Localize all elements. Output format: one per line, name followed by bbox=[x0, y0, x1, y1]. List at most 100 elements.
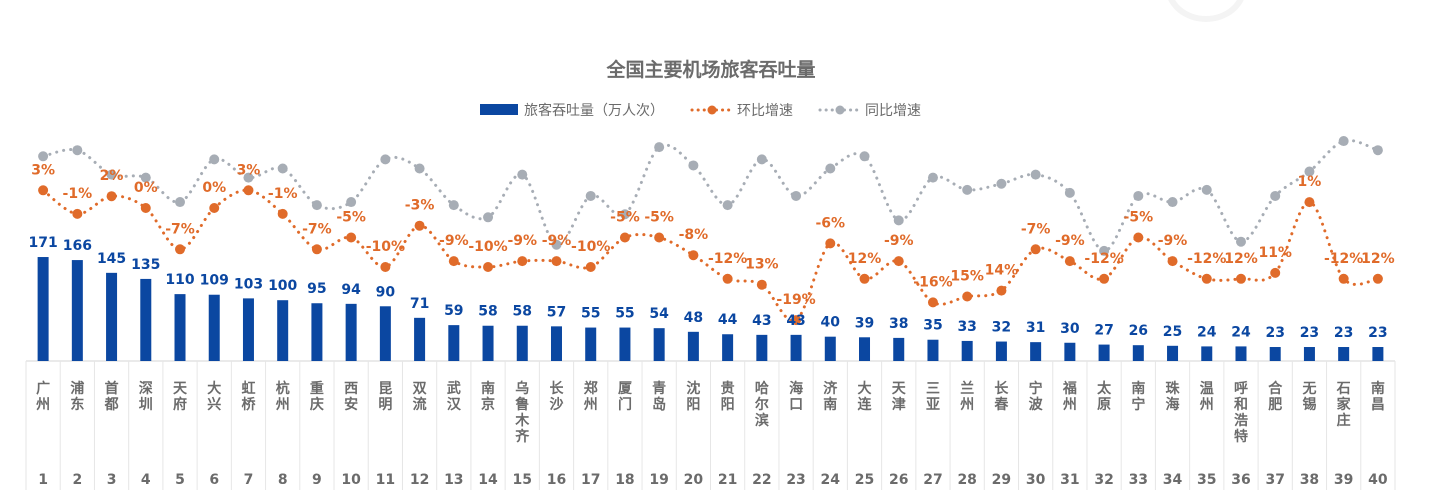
bar-value-label: 55 bbox=[615, 306, 634, 322]
mom-value-label: -12% bbox=[1187, 251, 1226, 267]
rank-label: 5 bbox=[175, 472, 185, 488]
mom-point bbox=[209, 203, 220, 213]
category-label: 天府 bbox=[173, 381, 188, 413]
rank-label: 34 bbox=[1163, 472, 1183, 488]
bar bbox=[1269, 347, 1281, 361]
category-label: 乌鲁木齐 bbox=[514, 380, 530, 445]
bar bbox=[1098, 344, 1110, 361]
yoy-point bbox=[756, 154, 767, 165]
rank-label: 36 bbox=[1231, 472, 1250, 488]
yoy-point bbox=[1235, 236, 1246, 247]
bar bbox=[1132, 345, 1144, 361]
mom-point bbox=[140, 203, 151, 213]
bar bbox=[859, 337, 871, 361]
mom-point bbox=[927, 297, 938, 308]
bar-value-label: 33 bbox=[957, 319, 976, 335]
mom-value-label: -5% bbox=[644, 210, 674, 226]
mom-point bbox=[825, 238, 836, 249]
yoy-point bbox=[414, 163, 425, 174]
yoy-point bbox=[1201, 184, 1212, 195]
mom-point bbox=[551, 256, 562, 267]
mom-point bbox=[38, 185, 49, 196]
bar bbox=[379, 306, 391, 361]
rank-label: 9 bbox=[312, 472, 322, 488]
mom-point bbox=[1304, 197, 1315, 208]
category-label: 浦东 bbox=[70, 380, 84, 413]
bar bbox=[1235, 346, 1247, 361]
yoy-point bbox=[1099, 245, 1110, 256]
bar bbox=[37, 257, 49, 361]
mom-value-label: 1% bbox=[1298, 174, 1322, 190]
mom-point bbox=[517, 256, 528, 267]
mom-point bbox=[619, 232, 630, 243]
mom-value-label: -8% bbox=[679, 227, 709, 243]
rank-label: 39 bbox=[1334, 472, 1353, 488]
rank-label: 11 bbox=[376, 472, 395, 488]
mom-point bbox=[175, 244, 186, 255]
category-label: 大连 bbox=[858, 380, 873, 413]
yoy-point bbox=[38, 151, 49, 162]
bar bbox=[550, 326, 562, 361]
mom-value-label: 12% bbox=[1361, 251, 1395, 267]
mom-value-label: 14% bbox=[985, 263, 1019, 279]
category-label: 虹桥 bbox=[241, 381, 256, 413]
yoy-point bbox=[654, 142, 665, 153]
yoy-point bbox=[277, 163, 288, 174]
bar-value-label: 38 bbox=[889, 316, 908, 332]
mom-value-label: -1% bbox=[268, 186, 298, 202]
category-label: 西安 bbox=[344, 381, 358, 413]
bar-value-label: 54 bbox=[649, 306, 669, 322]
rank-label: 33 bbox=[1129, 472, 1148, 488]
bar bbox=[687, 331, 699, 361]
mom-value-label: -12% bbox=[1324, 251, 1363, 267]
mom-value-label: 3% bbox=[237, 162, 261, 178]
bar-value-label: 58 bbox=[513, 304, 532, 320]
rank-labels: 1 2 3 4 5 6 7 8 9 10 11 12 13 14 15 16 17 18 19 20 21 22 23 24 2… bbox=[38, 472, 1388, 488]
bar bbox=[1167, 345, 1179, 361]
rank-label: 4 bbox=[141, 472, 151, 488]
rank-label: 7 bbox=[244, 472, 254, 488]
yoy-point bbox=[619, 209, 630, 220]
bar bbox=[482, 325, 494, 361]
yoy-point bbox=[175, 197, 186, 208]
bar-value-label: 27 bbox=[1094, 323, 1113, 339]
yoy-point bbox=[1338, 136, 1349, 147]
category-label: 长春 bbox=[993, 380, 1009, 413]
bar-value-label: 25 bbox=[1163, 324, 1182, 340]
bar-value-label: 95 bbox=[307, 281, 326, 297]
bar-value-label: 24 bbox=[1197, 324, 1217, 340]
rank-label: 24 bbox=[821, 472, 841, 488]
mom-point bbox=[756, 279, 767, 290]
bar-value-label: 26 bbox=[1129, 323, 1148, 339]
rank-label: 8 bbox=[278, 472, 288, 488]
category-label: 沈阳 bbox=[686, 380, 700, 413]
mom-point bbox=[72, 208, 83, 219]
bar-value-label: 135 bbox=[131, 257, 160, 273]
bar-value-label: 23 bbox=[1265, 325, 1284, 341]
mom-point bbox=[1030, 244, 1041, 255]
bar-value-label: 23 bbox=[1368, 325, 1387, 341]
bar-value-label: 43 bbox=[752, 313, 771, 329]
rank-label: 2 bbox=[72, 472, 82, 488]
category-label: 三亚 bbox=[926, 381, 940, 413]
category-label: 南京 bbox=[481, 380, 495, 413]
yoy-point bbox=[517, 169, 528, 180]
bar bbox=[174, 294, 186, 361]
yoy-point bbox=[483, 212, 494, 223]
legend-bar-label: 旅客吞吐量（万人次） bbox=[524, 102, 664, 119]
rank-label: 19 bbox=[649, 472, 668, 488]
category-label: 天津 bbox=[892, 381, 907, 413]
chart-title: 全国主要机场旅客吞吐量 bbox=[605, 58, 815, 81]
mom-value-label: 2% bbox=[100, 168, 124, 184]
mom-point bbox=[1338, 273, 1349, 284]
mom-point bbox=[688, 250, 699, 261]
category-label: 厦门 bbox=[618, 381, 633, 413]
rank-label: 12 bbox=[410, 472, 429, 488]
rank-label: 14 bbox=[478, 472, 498, 488]
mom-value-label: -16% bbox=[913, 274, 952, 290]
rank-label: 37 bbox=[1265, 472, 1284, 488]
rank-label: 27 bbox=[923, 472, 942, 488]
rank-label: 32 bbox=[1094, 472, 1113, 488]
category-label: 南昌 bbox=[1371, 380, 1385, 413]
